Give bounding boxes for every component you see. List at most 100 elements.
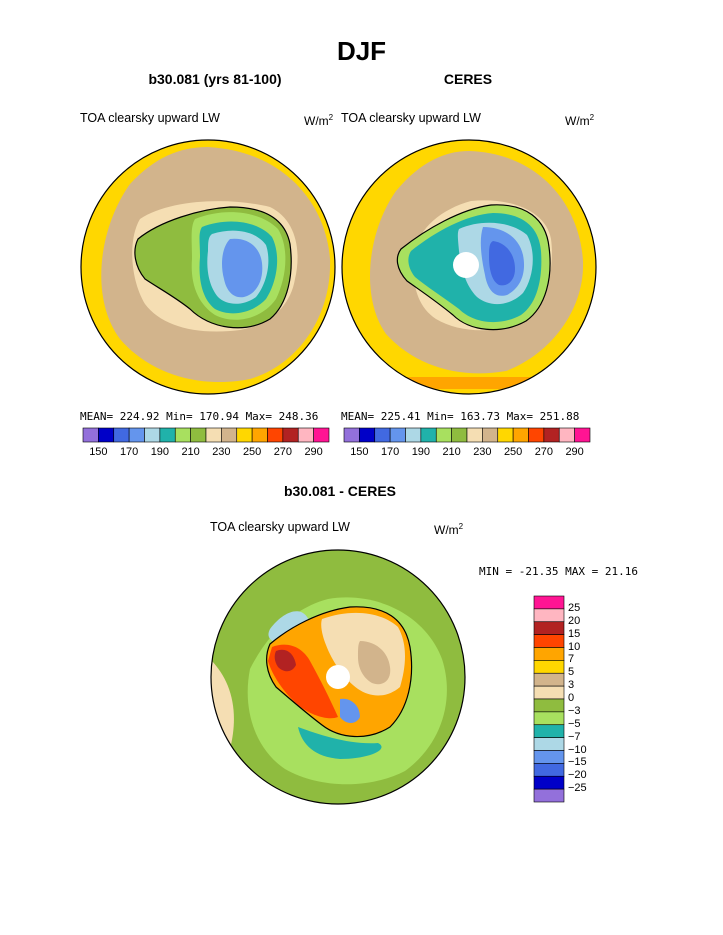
colorbar-label: 15 — [568, 627, 581, 640]
colorbar-swatch — [144, 427, 161, 443]
panel1-units: W/m2 — [304, 113, 334, 128]
panel2-subtitle: TOA clearsky upward LW — [341, 111, 481, 125]
colorbar-swatch — [543, 427, 560, 443]
colorbar-swatch — [533, 634, 565, 648]
continent-fill-tan — [358, 641, 391, 685]
colorbar-label: 230 — [212, 446, 231, 458]
continent-fill-darkblue — [489, 241, 515, 286]
colorbar-swatch — [389, 427, 406, 443]
colorbar-swatch — [466, 427, 483, 443]
colorbar-label: 190 — [411, 446, 431, 458]
colorbar-swatch — [190, 427, 207, 443]
colorbar-swatch — [533, 672, 565, 687]
colorbar-label: 150 — [350, 446, 369, 458]
colorbar-swatch — [533, 737, 565, 751]
colorbar-swatch — [435, 427, 452, 443]
panel2-units: W/m2 — [565, 113, 595, 128]
colorbar-label: 150 — [89, 446, 108, 458]
colorbar-label: 230 — [473, 446, 492, 458]
colorbar-swatch — [533, 647, 565, 661]
colorbar-swatch — [221, 427, 238, 443]
colorbar-swatch — [533, 608, 565, 623]
panel1-colorbar — [82, 427, 330, 443]
colorbar-label: 210 — [181, 446, 200, 458]
ocean-fill-teal — [298, 727, 382, 759]
panel3-title: b30.081 - CERES — [283, 483, 397, 499]
colorbar-swatch — [482, 427, 499, 443]
colorbar-swatch — [533, 724, 565, 738]
panel3-stats: MIN = -21.35 MAX = 21.16 — [479, 565, 638, 578]
colorbar-label: 25 — [568, 601, 581, 614]
colorbar-swatch — [533, 685, 565, 700]
colorbar-swatch — [98, 427, 115, 443]
colorbar-swatch — [405, 427, 422, 443]
colorbar-label: 290 — [304, 446, 323, 458]
colorbar-swatch — [533, 763, 565, 777]
ocean-fill-orange — [401, 377, 541, 389]
map-border — [210, 549, 466, 805]
colorbar-swatch — [574, 427, 591, 443]
colorbar-label: −20 — [568, 769, 587, 782]
panel2-stats: MEAN= 225.41 Min= 163.73 Max= 251.88 — [341, 410, 580, 423]
colorbar-label: −3 — [568, 704, 581, 717]
colorbar-label: −7 — [568, 730, 581, 743]
colorbar-swatch — [533, 660, 565, 674]
polar-data-gap — [453, 252, 479, 278]
colorbar-label: 170 — [380, 446, 400, 458]
colorbar-label: 270 — [273, 446, 293, 458]
colorbar-label: 250 — [242, 446, 262, 458]
colorbar-label: 7 — [568, 653, 575, 666]
colorbar-label: 0 — [568, 692, 575, 704]
panel1-colorbar-labels: 150 170 190 210 230 250 270 290 — [83, 446, 329, 460]
colorbar-swatch — [343, 427, 360, 443]
colorbar-label: 3 — [568, 679, 575, 692]
colorbar-swatch — [533, 750, 565, 764]
colorbar-label: −5 — [568, 717, 581, 730]
colorbar-swatch — [533, 788, 565, 803]
colorbar-swatch — [528, 427, 545, 443]
colorbar-swatch — [420, 427, 437, 443]
panel2-colorbar-labels: 150 170 190 210 230 250 270 290 — [344, 446, 590, 460]
colorbar-label: 190 — [150, 446, 170, 458]
continent-fill-blue — [222, 238, 263, 298]
panel3-colorbar — [533, 595, 565, 803]
colorbar-swatch — [82, 427, 99, 443]
polar-data-gap — [326, 665, 350, 689]
colorbar-swatch — [113, 427, 130, 443]
colorbar-swatch — [558, 427, 575, 443]
panel3-colorbar-labels: 25 20 15 10 7 5 3 0 −3 −5 −7 −10 −15 −20 −25 — [568, 596, 608, 802]
colorbar-swatch — [374, 427, 391, 443]
map-border — [341, 139, 597, 395]
colorbar-swatch — [205, 427, 222, 443]
colorbar-swatch — [533, 775, 565, 790]
colorbar-label: 170 — [119, 446, 139, 458]
panel2-map — [341, 139, 597, 395]
colorbar-label: 20 — [568, 614, 581, 627]
colorbar-swatch — [174, 427, 191, 443]
colorbar-label: −10 — [568, 743, 587, 756]
colorbar-swatch — [497, 427, 514, 443]
panel1-map — [80, 139, 336, 395]
colorbar-label: 210 — [442, 446, 461, 458]
continent-fill-darkred — [274, 649, 296, 672]
map-border — [80, 139, 336, 395]
colorbar-swatch — [451, 427, 468, 443]
panel3-subtitle: TOA clearsky upward LW — [210, 520, 350, 534]
coastline — [396, 204, 551, 331]
colorbar-label: 270 — [534, 446, 554, 458]
colorbar-swatch — [533, 595, 565, 610]
colorbar-swatch — [251, 427, 268, 443]
colorbar-label: −25 — [568, 782, 587, 795]
panel1-title: b30.081 (yrs 81-100) — [148, 71, 282, 87]
colorbar-swatch — [282, 427, 299, 443]
colorbar-label: 5 — [568, 666, 575, 679]
colorbar-label: 250 — [503, 446, 523, 458]
coastline — [266, 606, 413, 738]
panel2-title: CERES — [443, 71, 493, 87]
panel3-units: W/m2 — [434, 522, 464, 537]
colorbar-swatch — [128, 427, 145, 443]
colorbar-swatch — [236, 427, 253, 443]
colorbar-swatch — [267, 427, 284, 443]
colorbar-label: 10 — [568, 640, 581, 653]
continent-fill-blue — [340, 698, 360, 723]
